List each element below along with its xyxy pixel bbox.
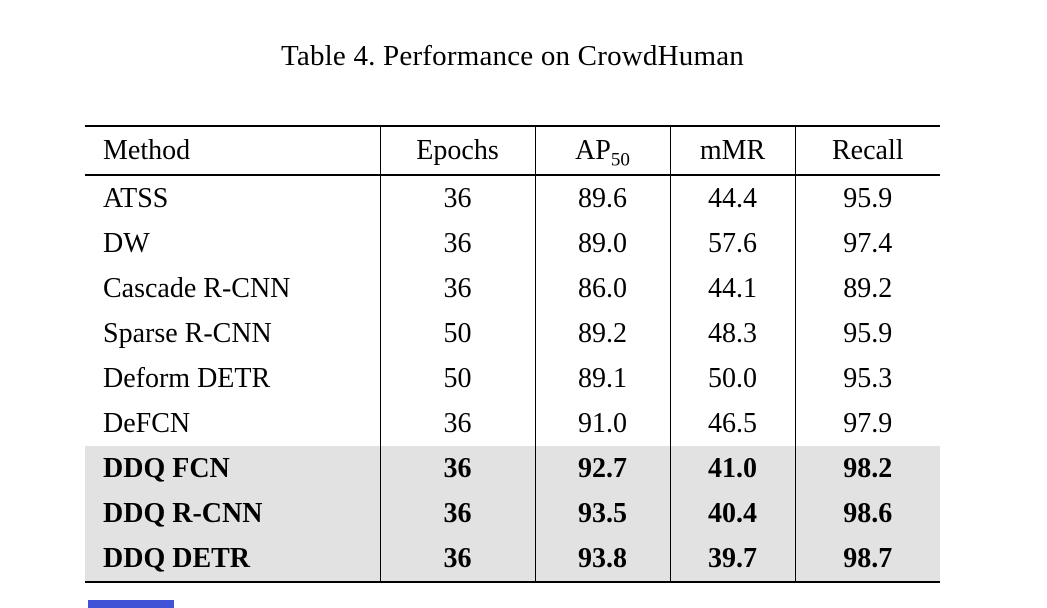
recall-cell: 98.7 (794, 536, 940, 582)
table-row: Cascade R-CNN 36 86.0 44.1 89.2 (85, 266, 940, 311)
mmr-cell: 48.3 (669, 311, 795, 356)
epochs-cell: 36 (379, 221, 535, 266)
col-header-recall: Recall (794, 126, 940, 176)
col-header-epochs: Epochs (379, 126, 535, 176)
recall-cell: 95.3 (794, 356, 940, 401)
method-cell: ATSS (103, 182, 169, 214)
method-cell: DeFCN (103, 407, 191, 439)
recall-cell: 98.2 (794, 446, 940, 491)
results-table: Method Epochs AP50 mMR Recall ATSS 36 89… (85, 125, 940, 583)
epochs-cell: 36 (379, 266, 535, 311)
recall-cell: 98.6 (794, 491, 940, 536)
table-row-highlighted: DDQ FCN 36 92.7 41.0 98.2 (85, 446, 940, 491)
ap50-cell: 89.0 (534, 221, 670, 266)
table-row: Sparse R-CNN 50 89.2 48.3 95.9 (85, 311, 940, 356)
col-header-mmr: mMR (669, 126, 795, 176)
method-cell: DDQ DETR (85, 536, 380, 582)
mmr-cell: 46.5 (669, 401, 795, 446)
epochs-cell: 36 (379, 175, 535, 221)
epochs-cell: 36 (379, 491, 535, 536)
mmr-cell: 57.6 (669, 221, 795, 266)
ap-label: AP (575, 134, 611, 166)
recall-cell: 97.4 (794, 221, 940, 266)
ap50-cell: 92.7 (534, 446, 670, 491)
mmr-cell: 39.7 (669, 536, 795, 582)
mmr-cell: 41.0 (669, 446, 795, 491)
col-header-ap50: AP50 (534, 126, 670, 176)
mmr-cell: 44.1 (669, 266, 795, 311)
col-header-method: Method (85, 126, 380, 176)
table-row-highlighted: DDQ DETR 36 93.8 39.7 98.7 (85, 536, 940, 582)
recall-cell: 95.9 (794, 311, 940, 356)
method-cell: DDQ R-CNN (85, 491, 380, 536)
table-row-highlighted: DDQ R-CNN 36 93.5 40.4 98.6 (85, 491, 940, 536)
epochs-cell: 36 (379, 536, 535, 582)
ap-subscript: 50 (610, 149, 630, 171)
header-row: Method Epochs AP50 mMR Recall (85, 126, 940, 176)
recall-cell: 95.9 (794, 175, 940, 221)
epochs-cell: 36 (379, 446, 535, 491)
ap50-cell: 93.8 (534, 536, 670, 582)
method-cell: DW (103, 227, 150, 259)
table-row: ATSS 36 89.6 44.4 95.9 (85, 175, 940, 221)
method-cell: Cascade R-CNN (103, 272, 291, 304)
blue-strip-decoration (88, 600, 174, 608)
table-row: Deform DETR 50 89.1 50.0 95.3 (85, 356, 940, 401)
ap50-cell: 86.0 (534, 266, 670, 311)
table-caption: Table 4. Performance on CrowdHuman (281, 40, 744, 72)
epochs-cell: 50 (379, 356, 535, 401)
epochs-cell: 36 (379, 401, 535, 446)
method-cell: Deform DETR (103, 362, 271, 394)
ap50-cell: 89.2 (534, 311, 670, 356)
recall-cell: 89.2 (794, 266, 940, 311)
ap50-cell: 91.0 (534, 401, 670, 446)
ap50-cell: 89.1 (534, 356, 670, 401)
table-row: DW 36 89.0 57.6 97.4 (85, 221, 940, 266)
mmr-cell: 40.4 (669, 491, 795, 536)
recall-cell: 97.9 (794, 401, 940, 446)
ap50-cell: 89.6 (534, 175, 670, 221)
mmr-cell: 44.4 (669, 175, 795, 221)
ap50-cell: 93.5 (534, 491, 670, 536)
epochs-cell: 50 (379, 311, 535, 356)
method-cell: DDQ FCN (85, 446, 380, 491)
method-cell: Sparse R-CNN (103, 317, 272, 349)
mmr-cell: 50.0 (669, 356, 795, 401)
table-row: DeFCN 36 91.0 46.5 97.9 (85, 401, 940, 446)
